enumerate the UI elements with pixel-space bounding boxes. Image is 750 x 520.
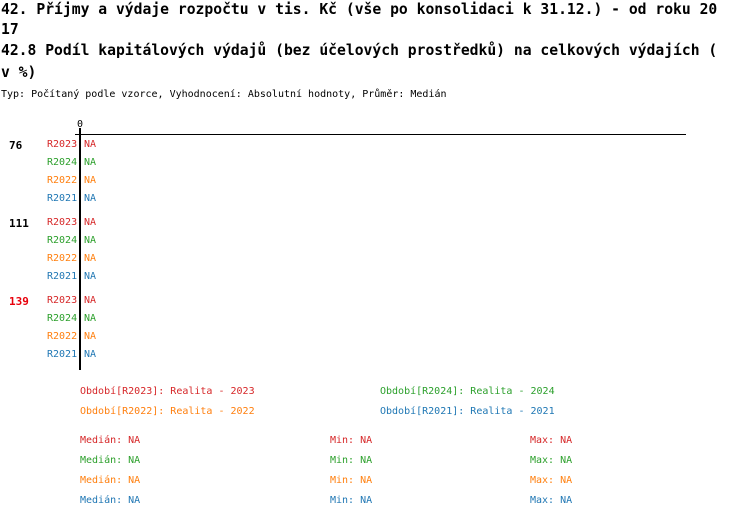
- stat-median: Medián: NA: [80, 475, 141, 486]
- series-label: R2021: [47, 271, 78, 282]
- x-axis: [75, 134, 686, 135]
- value-label: NA: [84, 217, 97, 228]
- series-label: R2022: [47, 175, 78, 186]
- value-label: NA: [84, 157, 97, 168]
- legend-entry: Období[R2021]: Realita - 2021: [380, 406, 555, 417]
- y-axis: [79, 128, 81, 370]
- stat-max: Max: NA: [530, 475, 573, 486]
- stat-max: Max: NA: [530, 495, 573, 506]
- series-label: R2024: [47, 313, 78, 324]
- stat-min: Min: NA: [330, 495, 373, 506]
- legend-entry: Období[R2022]: Realita - 2022: [80, 406, 255, 417]
- value-label: NA: [84, 331, 97, 342]
- value-label: NA: [84, 313, 97, 324]
- stat-max: Max: NA: [530, 455, 573, 466]
- series-label: R2024: [47, 235, 78, 246]
- stat-min: Min: NA: [330, 475, 373, 486]
- value-label: NA: [84, 271, 97, 282]
- value-label: NA: [84, 139, 97, 150]
- group-label: 111: [9, 217, 29, 230]
- series-label: R2023: [47, 139, 78, 150]
- series-label: R2022: [47, 253, 78, 264]
- stat-median: Medián: NA: [80, 495, 141, 506]
- group-label: 139: [9, 295, 29, 308]
- x-tick-label: 0: [77, 119, 84, 130]
- title-line-2: 17: [1, 21, 19, 38]
- legend-entry: Období[R2023]: Realita - 2023: [80, 386, 255, 397]
- series-label: R2021: [47, 193, 78, 204]
- value-label: NA: [84, 295, 97, 306]
- stat-median: Medián: NA: [80, 455, 141, 466]
- value-label: NA: [84, 253, 97, 264]
- title-line-3: 42.8 Podíl kapitálových výdajů (bez účel…: [1, 42, 718, 59]
- stat-min: Min: NA: [330, 435, 373, 446]
- series-label: R2023: [47, 295, 78, 306]
- legend-entry: Období[R2024]: Realita - 2024: [380, 386, 555, 397]
- value-label: NA: [84, 349, 97, 360]
- title-line-1: 42. Příjmy a výdaje rozpočtu v tis. Kč (…: [1, 1, 718, 18]
- series-label: R2023: [47, 217, 78, 228]
- value-label: NA: [84, 175, 97, 186]
- stat-min: Min: NA: [330, 455, 373, 466]
- title-line-4: v %): [1, 64, 37, 81]
- series-label: R2021: [47, 349, 78, 360]
- series-label: R2022: [47, 331, 78, 342]
- subtitle: Typ: Počítaný podle vzorce, Vyhodnocení:…: [1, 89, 447, 100]
- stat-max: Max: NA: [530, 435, 573, 446]
- series-label: R2024: [47, 157, 78, 168]
- value-label: NA: [84, 235, 97, 246]
- group-label: 76: [9, 139, 23, 152]
- value-label: NA: [84, 193, 97, 204]
- stat-median: Medián: NA: [80, 435, 141, 446]
